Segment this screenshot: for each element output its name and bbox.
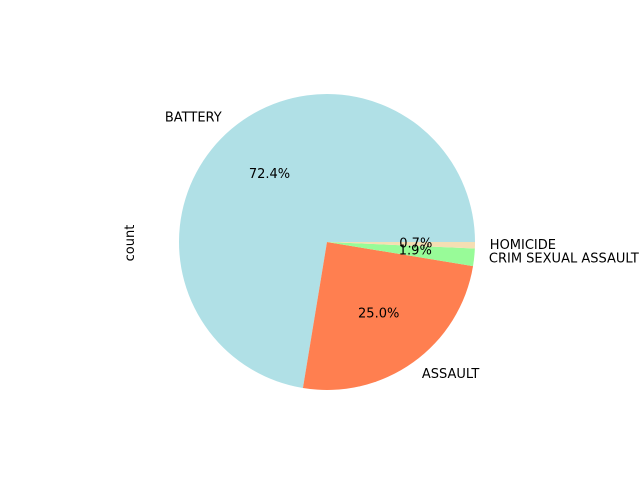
slice-label: CRIM SEXUAL ASSAULT bbox=[489, 251, 639, 266]
slice-percent-label: 72.4% bbox=[249, 167, 290, 182]
slice-percent-label: 1.9% bbox=[399, 244, 432, 259]
slice-label: ASSAULT bbox=[422, 367, 479, 382]
pie-labels: BATTERY 72.4% ASSAULT 25.0% CRIM SEXUAL ASSA… bbox=[165, 110, 639, 381]
pie-slice-crim-sexual-assault bbox=[327, 242, 475, 267]
pie-slice-assault bbox=[302, 242, 474, 391]
pie-slice-battery bbox=[179, 94, 476, 389]
pie-slices bbox=[179, 94, 476, 391]
slice-label: HOMICIDE bbox=[490, 238, 556, 253]
y-axis-label: count bbox=[123, 225, 138, 262]
slice-label: BATTERY bbox=[165, 110, 222, 125]
slice-percent-label: 25.0% bbox=[358, 307, 399, 322]
pie-slice-homicide bbox=[327, 242, 475, 249]
slice-percent-label: 0.7% bbox=[399, 237, 432, 252]
